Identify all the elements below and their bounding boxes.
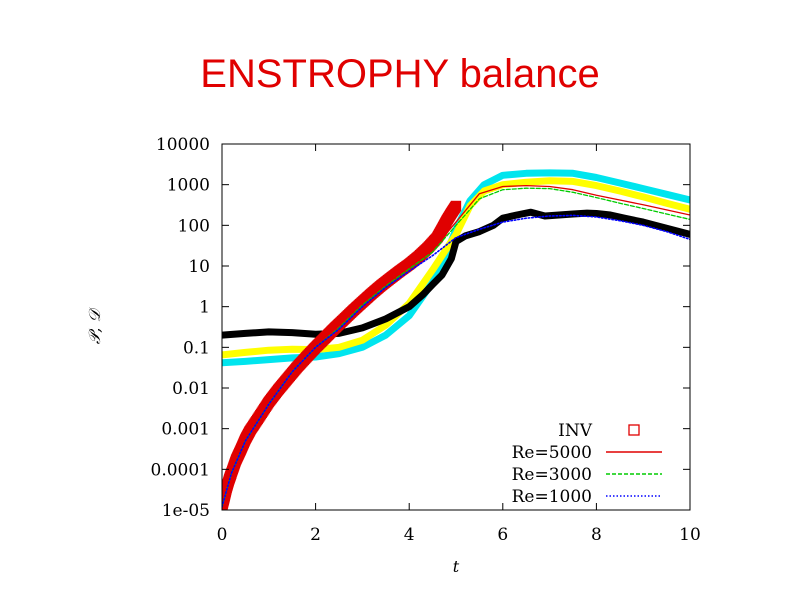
x-tick-label: 4 xyxy=(404,525,415,545)
y-axis-label: 𝒫, 𝒟 xyxy=(85,307,104,345)
y-axis-ticks: 1e-05 0.0001 0.001 0.01 0.1 1 10 100 1000 10000 xyxy=(151,135,690,521)
legend-label: Re=5000 xyxy=(512,443,592,463)
legend-marker xyxy=(628,424,640,436)
x-tick-label: 0 xyxy=(217,525,228,545)
plot-frame xyxy=(221,143,691,511)
series-3-line xyxy=(222,214,690,508)
y-tick-label: 100 xyxy=(178,216,210,236)
x-tick-label: 10 xyxy=(679,525,701,545)
series-5-line xyxy=(222,177,690,359)
y-tick-label: 1e-05 xyxy=(162,501,210,521)
inv-marker xyxy=(450,200,462,212)
legend-label: INV xyxy=(558,421,593,441)
y-tick-label: 1000 xyxy=(167,176,210,196)
legend-label: Re=3000 xyxy=(512,465,592,485)
x-tick-label: 2 xyxy=(310,525,321,545)
series-3 xyxy=(222,214,690,508)
y-tick-label: 0.0001 xyxy=(151,460,210,480)
slide-title: ENSTROPHY balance xyxy=(200,52,600,96)
chart-curves xyxy=(222,169,690,510)
y-tick-label: 0.001 xyxy=(161,420,210,440)
series-5 xyxy=(222,177,690,359)
y-tick-label: 1 xyxy=(199,298,210,318)
y-tick-label: 10000 xyxy=(156,135,210,155)
x-tick-label: 6 xyxy=(497,525,508,545)
x-axis-ticks: 0 2 4 6 8 10 xyxy=(217,144,701,545)
y-tick-label: 0.01 xyxy=(172,379,210,399)
y-tick-label: 10 xyxy=(188,257,210,277)
x-tick-label: 8 xyxy=(591,525,602,545)
x-axis-label: t xyxy=(453,557,460,576)
legend-label: Re=1000 xyxy=(512,487,592,507)
y-tick-label: 0.1 xyxy=(183,338,210,358)
